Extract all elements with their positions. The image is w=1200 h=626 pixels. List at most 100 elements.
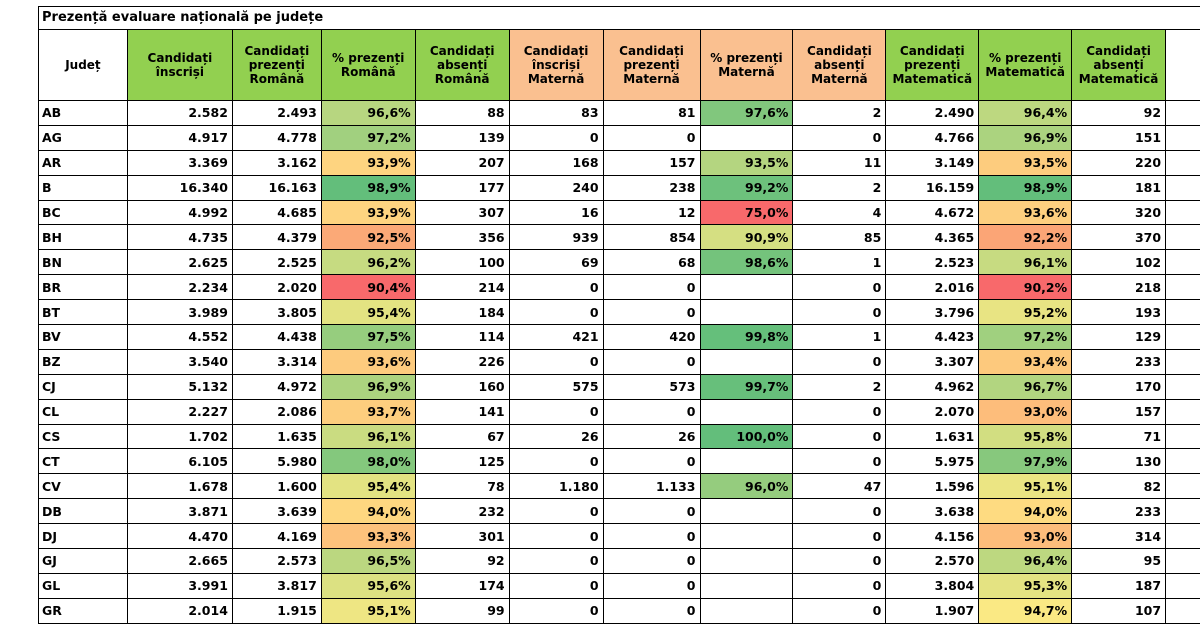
value-cell[interactable]: 97,2%: [320, 124, 416, 151]
value-cell[interactable]: 90,4%: [320, 274, 416, 301]
value-cell[interactable]: 3.804: [885, 572, 980, 599]
value-cell[interactable]: 307: [414, 199, 510, 226]
value-cell[interactable]: [699, 448, 794, 475]
column-header[interactable]: Județ: [38, 29, 128, 101]
column-header[interactable]: Candidați prezenți Română: [231, 29, 322, 101]
value-cell[interactable]: 81: [602, 100, 701, 126]
value-cell[interactable]: 1.907: [885, 597, 980, 624]
value-cell[interactable]: 95: [1071, 548, 1167, 574]
value-cell[interactable]: 320: [1071, 199, 1167, 226]
value-cell[interactable]: 0: [508, 572, 604, 599]
column-header[interactable]: % prezenți Matematică: [978, 29, 1073, 101]
value-cell[interactable]: [699, 299, 794, 326]
empty-cell[interactable]: [1165, 423, 1200, 450]
value-cell[interactable]: [699, 523, 794, 550]
county-cell[interactable]: GR: [38, 597, 128, 624]
value-cell[interactable]: 16.159: [885, 174, 980, 201]
value-cell[interactable]: 2.020: [231, 274, 322, 301]
empty-cell[interactable]: [1165, 473, 1200, 500]
value-cell[interactable]: 129: [1071, 324, 1167, 350]
value-cell[interactable]: 356: [414, 224, 510, 251]
value-cell[interactable]: 68: [602, 249, 701, 276]
value-cell[interactable]: 1.678: [126, 473, 233, 500]
value-cell[interactable]: 85: [792, 224, 887, 251]
value-cell[interactable]: 1.915: [231, 597, 322, 624]
value-cell[interactable]: 854: [602, 224, 701, 251]
value-cell[interactable]: 93,6%: [978, 199, 1073, 226]
value-cell[interactable]: [699, 274, 794, 301]
empty-cell[interactable]: [1165, 274, 1200, 301]
value-cell[interactable]: 93,9%: [320, 199, 416, 226]
county-cell[interactable]: DJ: [38, 523, 128, 550]
value-cell[interactable]: 99,8%: [699, 324, 794, 350]
value-cell[interactable]: 97,6%: [699, 100, 794, 126]
value-cell[interactable]: 4.470: [126, 523, 233, 550]
value-cell[interactable]: 0: [602, 548, 701, 574]
value-cell[interactable]: [699, 398, 794, 425]
county-cell[interactable]: AR: [38, 149, 128, 176]
value-cell[interactable]: 0: [508, 448, 604, 475]
value-cell[interactable]: 0: [792, 274, 887, 301]
value-cell[interactable]: 78: [414, 473, 510, 500]
value-cell[interactable]: 160: [414, 373, 510, 400]
county-cell[interactable]: CJ: [38, 373, 128, 400]
value-cell[interactable]: 96,5%: [320, 548, 416, 574]
empty-cell[interactable]: [1165, 348, 1200, 375]
value-cell[interactable]: 2: [792, 373, 887, 400]
value-cell[interactable]: 1: [792, 249, 887, 276]
value-cell[interactable]: 1.596: [885, 473, 980, 500]
empty-cell[interactable]: [1165, 299, 1200, 326]
column-header[interactable]: Candidați înscriși: [126, 29, 233, 101]
value-cell[interactable]: 3.369: [126, 149, 233, 176]
value-cell[interactable]: 96,1%: [320, 423, 416, 450]
value-cell[interactable]: 92,5%: [320, 224, 416, 251]
empty-cell[interactable]: [1165, 324, 1200, 350]
value-cell[interactable]: 0: [508, 498, 604, 525]
value-cell[interactable]: 100,0%: [699, 423, 794, 450]
value-cell[interactable]: 4.766: [885, 124, 980, 151]
value-cell[interactable]: 75,0%: [699, 199, 794, 226]
column-header[interactable]: % prezenți Română: [320, 29, 416, 101]
value-cell[interactable]: 2.227: [126, 398, 233, 425]
value-cell[interactable]: 97,5%: [320, 324, 416, 350]
value-cell[interactable]: 314: [1071, 523, 1167, 550]
county-cell[interactable]: CL: [38, 398, 128, 425]
value-cell[interactable]: 96,1%: [978, 249, 1073, 276]
value-cell[interactable]: 95,1%: [978, 473, 1073, 500]
county-cell[interactable]: CS: [38, 423, 128, 450]
value-cell[interactable]: 573: [602, 373, 701, 400]
value-cell[interactable]: 141: [414, 398, 510, 425]
value-cell[interactable]: 4.735: [126, 224, 233, 251]
value-cell[interactable]: 95,6%: [320, 572, 416, 599]
value-cell[interactable]: 1.702: [126, 423, 233, 450]
empty-cell[interactable]: [1165, 199, 1200, 226]
value-cell[interactable]: 2.493: [231, 100, 322, 126]
value-cell[interactable]: 939: [508, 224, 604, 251]
value-cell[interactable]: 0: [508, 348, 604, 375]
value-cell[interactable]: 92: [414, 548, 510, 574]
table-title[interactable]: Prezență evaluare națională pe județe: [38, 6, 1200, 29]
column-header[interactable]: % prezenți Maternă: [699, 29, 794, 101]
value-cell[interactable]: 130: [1071, 448, 1167, 475]
value-cell[interactable]: 3.796: [885, 299, 980, 326]
value-cell[interactable]: 95,4%: [320, 473, 416, 500]
value-cell[interactable]: 2.625: [126, 249, 233, 276]
value-cell[interactable]: 93,3%: [320, 523, 416, 550]
value-cell[interactable]: 0: [508, 398, 604, 425]
county-cell[interactable]: CV: [38, 473, 128, 500]
value-cell[interactable]: 4.156: [885, 523, 980, 550]
value-cell[interactable]: 177: [414, 174, 510, 201]
value-cell[interactable]: 0: [792, 423, 887, 450]
value-cell[interactable]: 0: [792, 348, 887, 375]
value-cell[interactable]: 0: [508, 597, 604, 624]
value-cell[interactable]: 2: [792, 100, 887, 126]
empty-cell[interactable]: [1165, 523, 1200, 550]
value-cell[interactable]: 125: [414, 448, 510, 475]
value-cell[interactable]: 0: [792, 124, 887, 151]
value-cell[interactable]: 90,2%: [978, 274, 1073, 301]
value-cell[interactable]: 218: [1071, 274, 1167, 301]
value-cell[interactable]: 0: [602, 523, 701, 550]
county-cell[interactable]: B: [38, 174, 128, 201]
value-cell[interactable]: 0: [792, 548, 887, 574]
value-cell[interactable]: 4.423: [885, 324, 980, 350]
